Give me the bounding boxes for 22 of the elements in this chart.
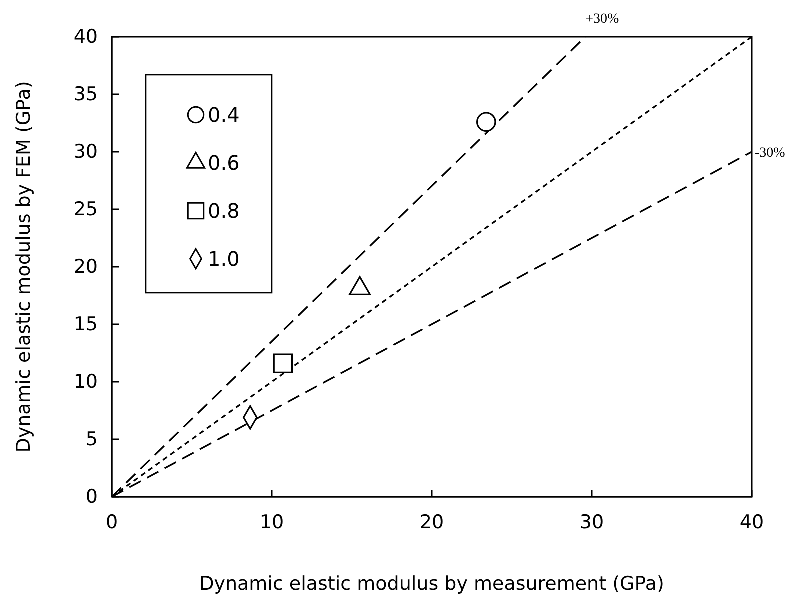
y-tick-label: 40 [74, 26, 98, 48]
x-tick-label: 40 [740, 511, 764, 534]
y-tick-label: 15 [74, 314, 98, 336]
x-tick-label: 10 [260, 511, 284, 534]
annotation: +30% [586, 12, 620, 27]
y-tick-label: 25 [74, 198, 98, 221]
legend-label: 0.8 [208, 199, 240, 223]
y-tick-label: 20 [74, 256, 98, 278]
y-tick-label: 5 [86, 428, 98, 451]
x-tick-label: 0 [106, 511, 118, 534]
y-axis-title: Dynamic elastic modulus by FEM (GPa) [13, 81, 35, 453]
legend-label: 1.0 [208, 247, 240, 271]
x-axis-title: Dynamic elastic modulus by measurement (GPa) [200, 573, 664, 595]
annotation: -30% [755, 146, 786, 161]
legend-label: 0.6 [208, 151, 240, 175]
y-tick-label: 0 [86, 486, 98, 508]
x-tick-label: 20 [420, 511, 444, 534]
legend-label: 0.4 [208, 103, 240, 127]
y-tick-label: 10 [74, 371, 98, 394]
x-tick-label: 30 [580, 511, 604, 534]
y-tick-label: 30 [74, 141, 98, 164]
y-tick-label: 35 [74, 84, 98, 106]
